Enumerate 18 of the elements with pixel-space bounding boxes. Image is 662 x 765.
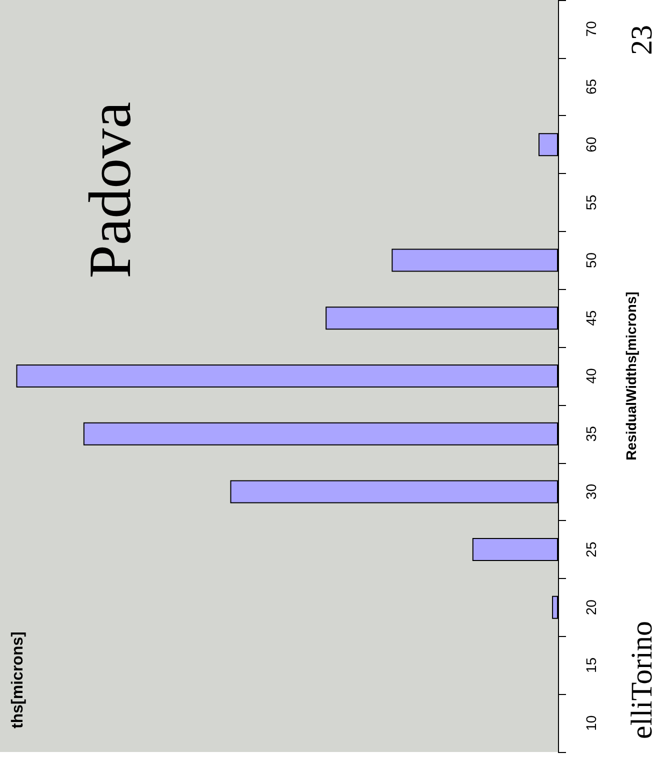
y-tick-label: 30 (583, 484, 599, 500)
annotation: ths[microns] (10, 632, 26, 728)
y-tick-label: 70 (583, 20, 599, 37)
y-tick-label: 50 (583, 252, 599, 268)
y-tick-label: 35 (583, 426, 599, 442)
text: 23 (626, 25, 658, 55)
y-tick-label: 60 (583, 136, 599, 152)
y-tick-label: 65 (583, 78, 599, 95)
y-tick-label: 25 (583, 542, 599, 558)
y-tick-label: 10 (583, 715, 599, 731)
annotation: Padova (77, 102, 143, 278)
y-tick-label: 55 (583, 194, 599, 210)
y-axis-title: ResidualWidths[microns] (623, 292, 639, 460)
y-tick-label: 45 (583, 310, 599, 326)
y-tick-label: 40 (583, 368, 599, 384)
text: elliTorino (626, 621, 658, 739)
y-tick-label: 15 (583, 657, 599, 674)
y-tick-label: 20 (583, 599, 599, 616)
